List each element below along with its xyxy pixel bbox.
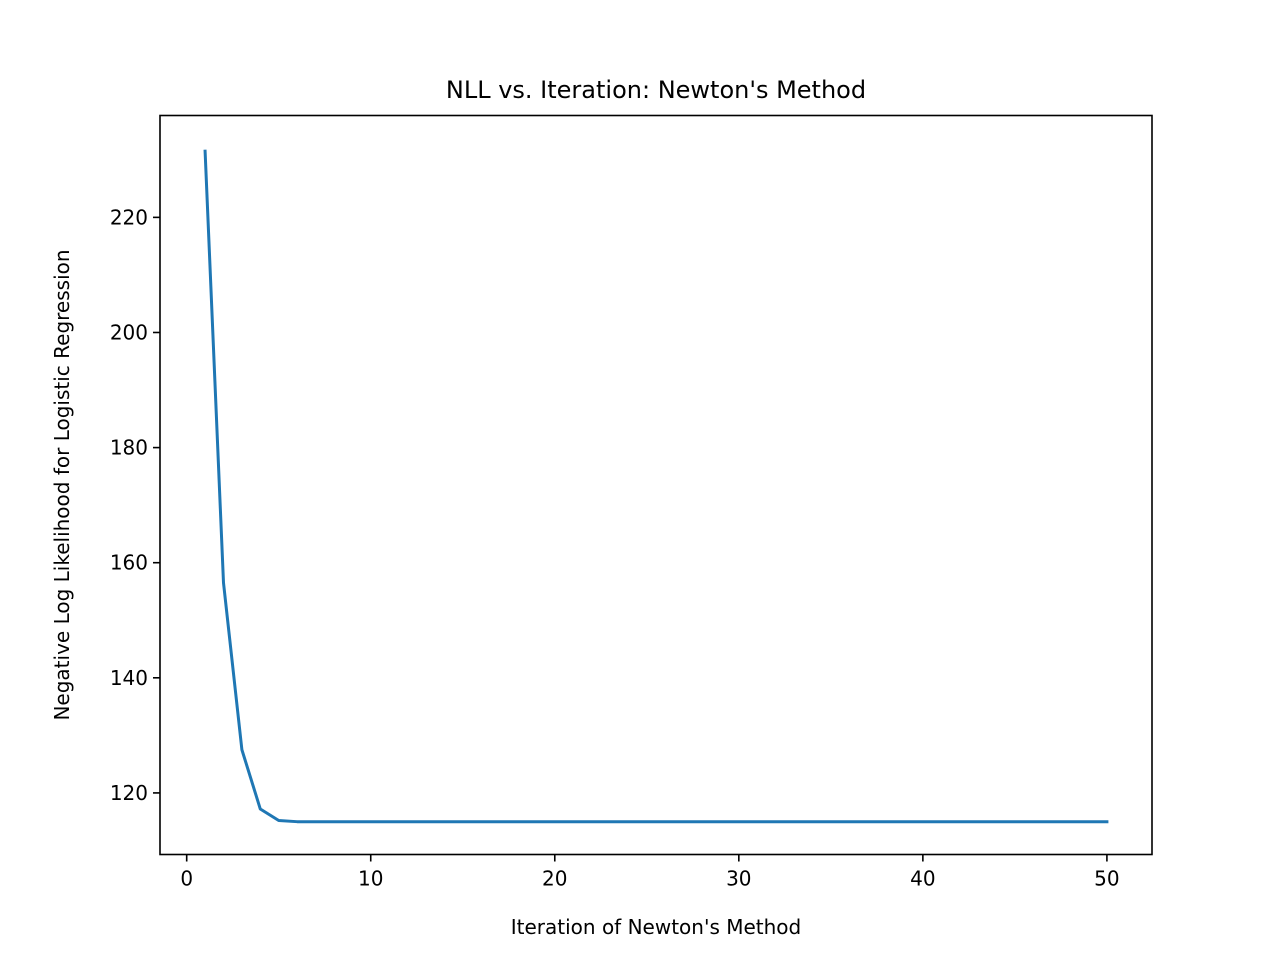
- chart-title: NLL vs. Iteration: Newton's Method: [446, 76, 866, 104]
- x-tick-label: 50: [1094, 867, 1119, 891]
- plot-area: [203, 149, 1109, 824]
- y-tick-label: 140: [110, 666, 148, 690]
- x-tick-label: 20: [542, 867, 567, 891]
- x-axis-label: Iteration of Newton's Method: [511, 915, 802, 939]
- series-line-0: [203, 149, 1109, 824]
- y-tick-label: 200: [110, 320, 148, 344]
- x-tick-label: 0: [180, 867, 193, 891]
- y-tick-label: 120: [110, 781, 148, 805]
- y-axis-label: Negative Log Likelihood for Logistic Reg…: [50, 249, 74, 720]
- y-tick-label: 180: [110, 436, 148, 460]
- x-axis: 0 10 20 30 40 50: [180, 854, 1120, 891]
- x-tick-label: 30: [726, 867, 751, 891]
- y-axis: 120 140 160 180 200 220: [110, 205, 160, 805]
- y-tick-label: 220: [110, 205, 148, 229]
- y-tick-label: 160: [110, 551, 148, 575]
- axes-frame: [159, 114, 1153, 856]
- x-tick-label: 40: [910, 867, 935, 891]
- x-tick-label: 10: [358, 867, 383, 891]
